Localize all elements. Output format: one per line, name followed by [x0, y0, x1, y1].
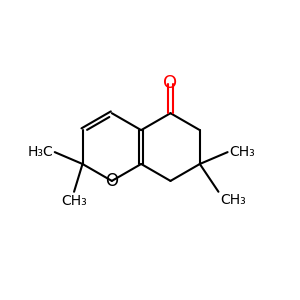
Text: H₃C: H₃C: [28, 145, 53, 159]
Text: O: O: [164, 74, 178, 92]
Text: CH₃: CH₃: [61, 194, 87, 208]
Text: CH₃: CH₃: [229, 145, 255, 159]
Text: CH₃: CH₃: [220, 193, 246, 207]
Text: O: O: [105, 172, 118, 190]
